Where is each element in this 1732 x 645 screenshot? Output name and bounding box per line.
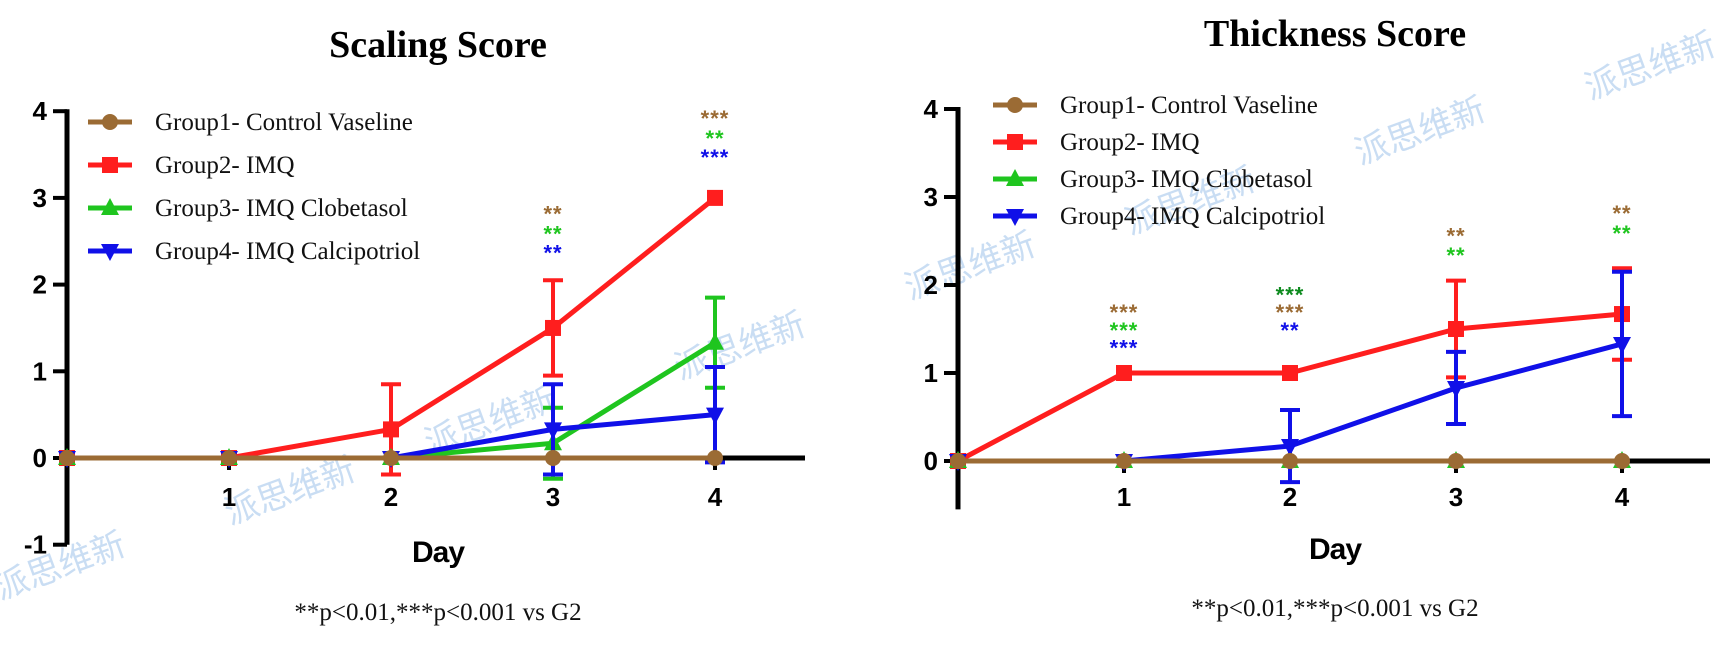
y-tick-label: 1 — [924, 358, 938, 388]
significance-label: *** — [1110, 335, 1139, 360]
y-tick-label: 1 — [33, 356, 47, 386]
significance-label: ** — [705, 126, 724, 151]
significance-label: ** — [1446, 243, 1465, 268]
y-tick-label: 0 — [924, 446, 938, 476]
y-tick-label: 0 — [33, 443, 47, 473]
watermark-text: 派思维新 — [1349, 89, 1490, 173]
x-tick-label: 2 — [1283, 482, 1297, 512]
x-tick-label: 4 — [708, 482, 723, 512]
data-point — [1281, 439, 1299, 457]
data-point — [221, 450, 237, 466]
significance-label: ** — [543, 201, 562, 226]
footnote: **p<0.01,***p<0.001 vs G2 — [294, 599, 581, 626]
x-tick-label: 3 — [1449, 482, 1463, 512]
legend-marker — [101, 198, 119, 215]
y-tick-label: 3 — [33, 183, 47, 213]
significance-label: ** — [1612, 201, 1631, 226]
chart-title: Scaling Score — [329, 24, 547, 66]
data-point — [707, 450, 723, 466]
data-point — [707, 189, 723, 206]
significance-label: *** — [1276, 283, 1305, 308]
legend-label: Group4- IMQ Calcipotriol — [155, 238, 420, 265]
y-tick-label: 2 — [33, 270, 47, 300]
data-point — [1614, 453, 1630, 469]
x-tick-label: 1 — [222, 482, 236, 512]
data-point — [383, 421, 399, 438]
significance-label: ** — [1446, 224, 1465, 249]
significance-label: ** — [543, 240, 562, 265]
data-point — [1613, 336, 1631, 354]
watermark-text: 派思维新 — [669, 304, 810, 388]
significance-label: ** — [543, 221, 562, 246]
data-point — [950, 453, 966, 469]
x-tick-label: 4 — [1615, 482, 1630, 512]
data-point — [545, 319, 561, 336]
y-tick-label: 4 — [924, 94, 939, 124]
legend-marker — [1006, 209, 1024, 226]
legend-label: Group4- IMQ Calcipotriol — [1060, 203, 1325, 230]
data-point — [706, 407, 724, 425]
legend-marker — [1007, 97, 1023, 113]
legend-marker — [102, 114, 118, 130]
watermark-text: 派思维新 — [219, 449, 360, 533]
significance-label: *** — [1110, 300, 1139, 325]
y-tick-label: 3 — [924, 182, 938, 212]
legend-marker — [1006, 169, 1024, 186]
legend-label: Group2- IMQ — [155, 152, 295, 179]
y-tick-label: 2 — [924, 270, 938, 300]
data-point — [1448, 321, 1464, 337]
x-axis-label: Day — [1309, 533, 1362, 566]
legend-label: Group2- IMQ — [1060, 129, 1200, 156]
data-point — [1282, 453, 1298, 469]
legend-marker — [1007, 134, 1023, 150]
data-point — [544, 422, 562, 440]
legend-label: Group3- IMQ Clobetasol — [155, 195, 408, 222]
y-tick-label: -1 — [24, 530, 47, 560]
series-g1 — [59, 450, 723, 466]
significance-label: *** — [1276, 300, 1305, 325]
thickness-score-chart: Thickness Score Day **p<0.01,***p<0.001 vs… — [924, 13, 1710, 622]
data-point — [1116, 365, 1132, 381]
x-tick-label: 3 — [546, 482, 560, 512]
significance-label: ** — [1612, 221, 1631, 246]
significance-label: *** — [701, 145, 730, 170]
significance-label: *** — [1110, 318, 1139, 343]
legend-marker — [102, 157, 118, 173]
footnote: **p<0.01,***p<0.001 vs G2 — [1191, 595, 1478, 622]
watermark-text: 派思维新 — [1579, 24, 1720, 108]
data-point — [383, 450, 399, 466]
data-point — [1282, 365, 1298, 381]
legend-marker — [101, 244, 119, 261]
chart-title: Thickness Score — [1204, 13, 1466, 55]
series-g1 — [950, 453, 1630, 469]
data-point — [59, 450, 75, 466]
legend-label: Group1- Control Vaseline — [155, 109, 413, 136]
series-g2 — [59, 189, 723, 477]
y-tick-label: 4 — [33, 96, 48, 126]
x-tick-label: 1 — [1117, 482, 1131, 512]
scaling-score-chart: Scaling Score Day **p<0.01,***p<0.001 vs G… — [24, 24, 805, 626]
significance-label: ** — [1280, 318, 1299, 343]
data-point — [545, 450, 561, 466]
significance-label: *** — [701, 106, 730, 131]
legend-label: Group1- Control Vaseline — [1060, 92, 1318, 119]
x-tick-label: 2 — [384, 482, 398, 512]
data-point — [1447, 380, 1465, 398]
data-point — [1448, 453, 1464, 469]
legend-label: Group3- IMQ Clobetasol — [1060, 166, 1313, 193]
data-point — [706, 332, 724, 350]
watermark-text: 派思维新 — [899, 224, 1040, 308]
x-axis-label: Day — [412, 536, 465, 569]
data-point — [1116, 453, 1132, 469]
